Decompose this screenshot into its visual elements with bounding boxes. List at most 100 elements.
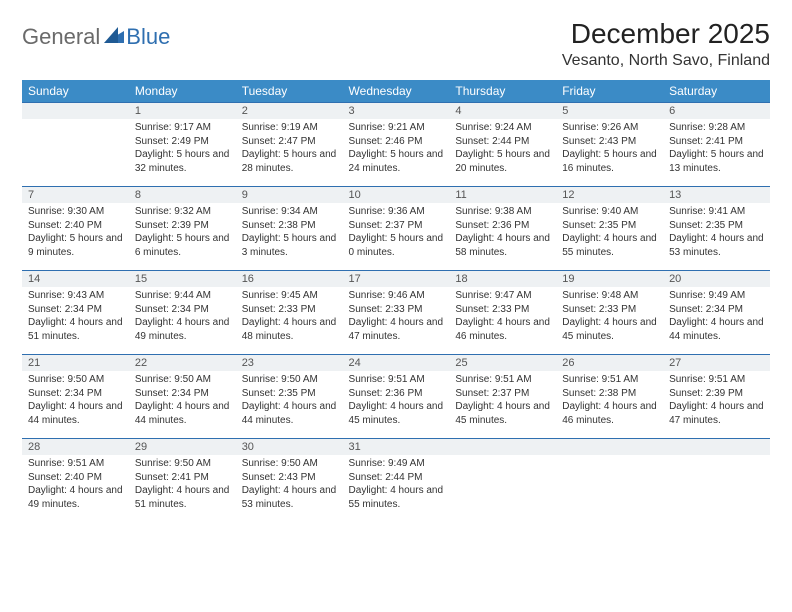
sunset-line: Sunset: 2:34 PM <box>135 303 230 317</box>
daylight-line: Daylight: 5 hours and 13 minutes. <box>669 148 764 175</box>
sunset-line: Sunset: 2:33 PM <box>562 303 657 317</box>
daylight-line: Daylight: 4 hours and 51 minutes. <box>135 484 230 511</box>
daylight-line: Daylight: 4 hours and 55 minutes. <box>349 484 444 511</box>
logo-text-general: General <box>22 24 100 50</box>
day-body: Sunrise: 9:50 AMSunset: 2:41 PMDaylight:… <box>129 455 236 515</box>
sunset-line: Sunset: 2:34 PM <box>135 387 230 401</box>
day-number: 15 <box>129 271 236 287</box>
sunrise-line: Sunrise: 9:48 AM <box>562 289 657 303</box>
weekday-header: Tuesday <box>236 80 343 103</box>
sunrise-line: Sunrise: 9:49 AM <box>669 289 764 303</box>
calendar-day-cell <box>663 439 770 523</box>
sunrise-line: Sunrise: 9:51 AM <box>669 373 764 387</box>
day-body: Sunrise: 9:50 AMSunset: 2:34 PMDaylight:… <box>22 371 129 431</box>
day-body: Sunrise: 9:51 AMSunset: 2:38 PMDaylight:… <box>556 371 663 431</box>
sunset-line: Sunset: 2:38 PM <box>562 387 657 401</box>
day-number: 7 <box>22 187 129 203</box>
day-body: Sunrise: 9:50 AMSunset: 2:35 PMDaylight:… <box>236 371 343 431</box>
sunrise-line: Sunrise: 9:47 AM <box>455 289 550 303</box>
calendar-day-cell: 23Sunrise: 9:50 AMSunset: 2:35 PMDayligh… <box>236 355 343 439</box>
day-number: 11 <box>449 187 556 203</box>
day-number: 3 <box>343 103 450 119</box>
daylight-line: Daylight: 4 hours and 47 minutes. <box>349 316 444 343</box>
day-body: Sunrise: 9:41 AMSunset: 2:35 PMDaylight:… <box>663 203 770 263</box>
sunset-line: Sunset: 2:35 PM <box>242 387 337 401</box>
day-body: Sunrise: 9:24 AMSunset: 2:44 PMDaylight:… <box>449 119 556 179</box>
weekday-header-row: SundayMondayTuesdayWednesdayThursdayFrid… <box>22 80 770 103</box>
day-number: 31 <box>343 439 450 455</box>
calendar-day-cell: 29Sunrise: 9:50 AMSunset: 2:41 PMDayligh… <box>129 439 236 523</box>
sunrise-line: Sunrise: 9:50 AM <box>135 457 230 471</box>
day-number <box>663 439 770 455</box>
daylight-line: Daylight: 4 hours and 44 minutes. <box>669 316 764 343</box>
day-number: 8 <box>129 187 236 203</box>
day-number: 9 <box>236 187 343 203</box>
daylight-line: Daylight: 4 hours and 47 minutes. <box>669 400 764 427</box>
day-body: Sunrise: 9:50 AMSunset: 2:34 PMDaylight:… <box>129 371 236 431</box>
sunset-line: Sunset: 2:44 PM <box>349 471 444 485</box>
daylight-line: Daylight: 4 hours and 44 minutes. <box>135 400 230 427</box>
header: General Blue December 2025 Vesanto, Nort… <box>22 18 770 70</box>
day-number <box>556 439 663 455</box>
day-body: Sunrise: 9:51 AMSunset: 2:40 PMDaylight:… <box>22 455 129 515</box>
calendar-day-cell: 21Sunrise: 9:50 AMSunset: 2:34 PMDayligh… <box>22 355 129 439</box>
sunrise-line: Sunrise: 9:43 AM <box>28 289 123 303</box>
weekday-header: Saturday <box>663 80 770 103</box>
sunrise-line: Sunrise: 9:51 AM <box>562 373 657 387</box>
sunrise-line: Sunrise: 9:45 AM <box>242 289 337 303</box>
day-body: Sunrise: 9:44 AMSunset: 2:34 PMDaylight:… <box>129 287 236 347</box>
calendar-day-cell: 4Sunrise: 9:24 AMSunset: 2:44 PMDaylight… <box>449 103 556 187</box>
calendar-day-cell: 26Sunrise: 9:51 AMSunset: 2:38 PMDayligh… <box>556 355 663 439</box>
day-body: Sunrise: 9:43 AMSunset: 2:34 PMDaylight:… <box>22 287 129 347</box>
day-body: Sunrise: 9:51 AMSunset: 2:39 PMDaylight:… <box>663 371 770 431</box>
day-number: 2 <box>236 103 343 119</box>
calendar-day-cell <box>449 439 556 523</box>
sunrise-line: Sunrise: 9:44 AM <box>135 289 230 303</box>
sunrise-line: Sunrise: 9:36 AM <box>349 205 444 219</box>
day-body: Sunrise: 9:46 AMSunset: 2:33 PMDaylight:… <box>343 287 450 347</box>
sunrise-line: Sunrise: 9:46 AM <box>349 289 444 303</box>
weekday-header: Wednesday <box>343 80 450 103</box>
day-number: 27 <box>663 355 770 371</box>
daylight-line: Daylight: 4 hours and 53 minutes. <box>669 232 764 259</box>
day-body: Sunrise: 9:48 AMSunset: 2:33 PMDaylight:… <box>556 287 663 347</box>
day-body: Sunrise: 9:50 AMSunset: 2:43 PMDaylight:… <box>236 455 343 515</box>
page-title: December 2025 <box>562 18 770 50</box>
daylight-line: Daylight: 4 hours and 45 minutes. <box>455 400 550 427</box>
day-body: Sunrise: 9:30 AMSunset: 2:40 PMDaylight:… <box>22 203 129 263</box>
day-body: Sunrise: 9:47 AMSunset: 2:33 PMDaylight:… <box>449 287 556 347</box>
sunset-line: Sunset: 2:47 PM <box>242 135 337 149</box>
day-number: 19 <box>556 271 663 287</box>
sunset-line: Sunset: 2:39 PM <box>135 219 230 233</box>
weekday-header: Friday <box>556 80 663 103</box>
day-number: 26 <box>556 355 663 371</box>
day-number: 18 <box>449 271 556 287</box>
weekday-header: Monday <box>129 80 236 103</box>
sunrise-line: Sunrise: 9:38 AM <box>455 205 550 219</box>
sunrise-line: Sunrise: 9:50 AM <box>28 373 123 387</box>
sunset-line: Sunset: 2:49 PM <box>135 135 230 149</box>
day-number: 1 <box>129 103 236 119</box>
calendar-week-row: 14Sunrise: 9:43 AMSunset: 2:34 PMDayligh… <box>22 271 770 355</box>
day-number: 12 <box>556 187 663 203</box>
logo: General Blue <box>22 18 170 50</box>
logo-text-blue: Blue <box>126 24 170 50</box>
sunset-line: Sunset: 2:41 PM <box>135 471 230 485</box>
day-body: Sunrise: 9:19 AMSunset: 2:47 PMDaylight:… <box>236 119 343 179</box>
calendar-day-cell: 25Sunrise: 9:51 AMSunset: 2:37 PMDayligh… <box>449 355 556 439</box>
day-number <box>22 103 129 119</box>
calendar-day-cell: 20Sunrise: 9:49 AMSunset: 2:34 PMDayligh… <box>663 271 770 355</box>
day-number: 6 <box>663 103 770 119</box>
sunset-line: Sunset: 2:33 PM <box>242 303 337 317</box>
sunrise-line: Sunrise: 9:51 AM <box>349 373 444 387</box>
daylight-line: Daylight: 4 hours and 51 minutes. <box>28 316 123 343</box>
daylight-line: Daylight: 5 hours and 28 minutes. <box>242 148 337 175</box>
daylight-line: Daylight: 4 hours and 46 minutes. <box>455 316 550 343</box>
calendar-table: SundayMondayTuesdayWednesdayThursdayFrid… <box>22 80 770 523</box>
day-number: 25 <box>449 355 556 371</box>
sunrise-line: Sunrise: 9:26 AM <box>562 121 657 135</box>
daylight-line: Daylight: 4 hours and 45 minutes. <box>349 400 444 427</box>
calendar-day-cell: 12Sunrise: 9:40 AMSunset: 2:35 PMDayligh… <box>556 187 663 271</box>
sunrise-line: Sunrise: 9:50 AM <box>135 373 230 387</box>
calendar-day-cell: 19Sunrise: 9:48 AMSunset: 2:33 PMDayligh… <box>556 271 663 355</box>
